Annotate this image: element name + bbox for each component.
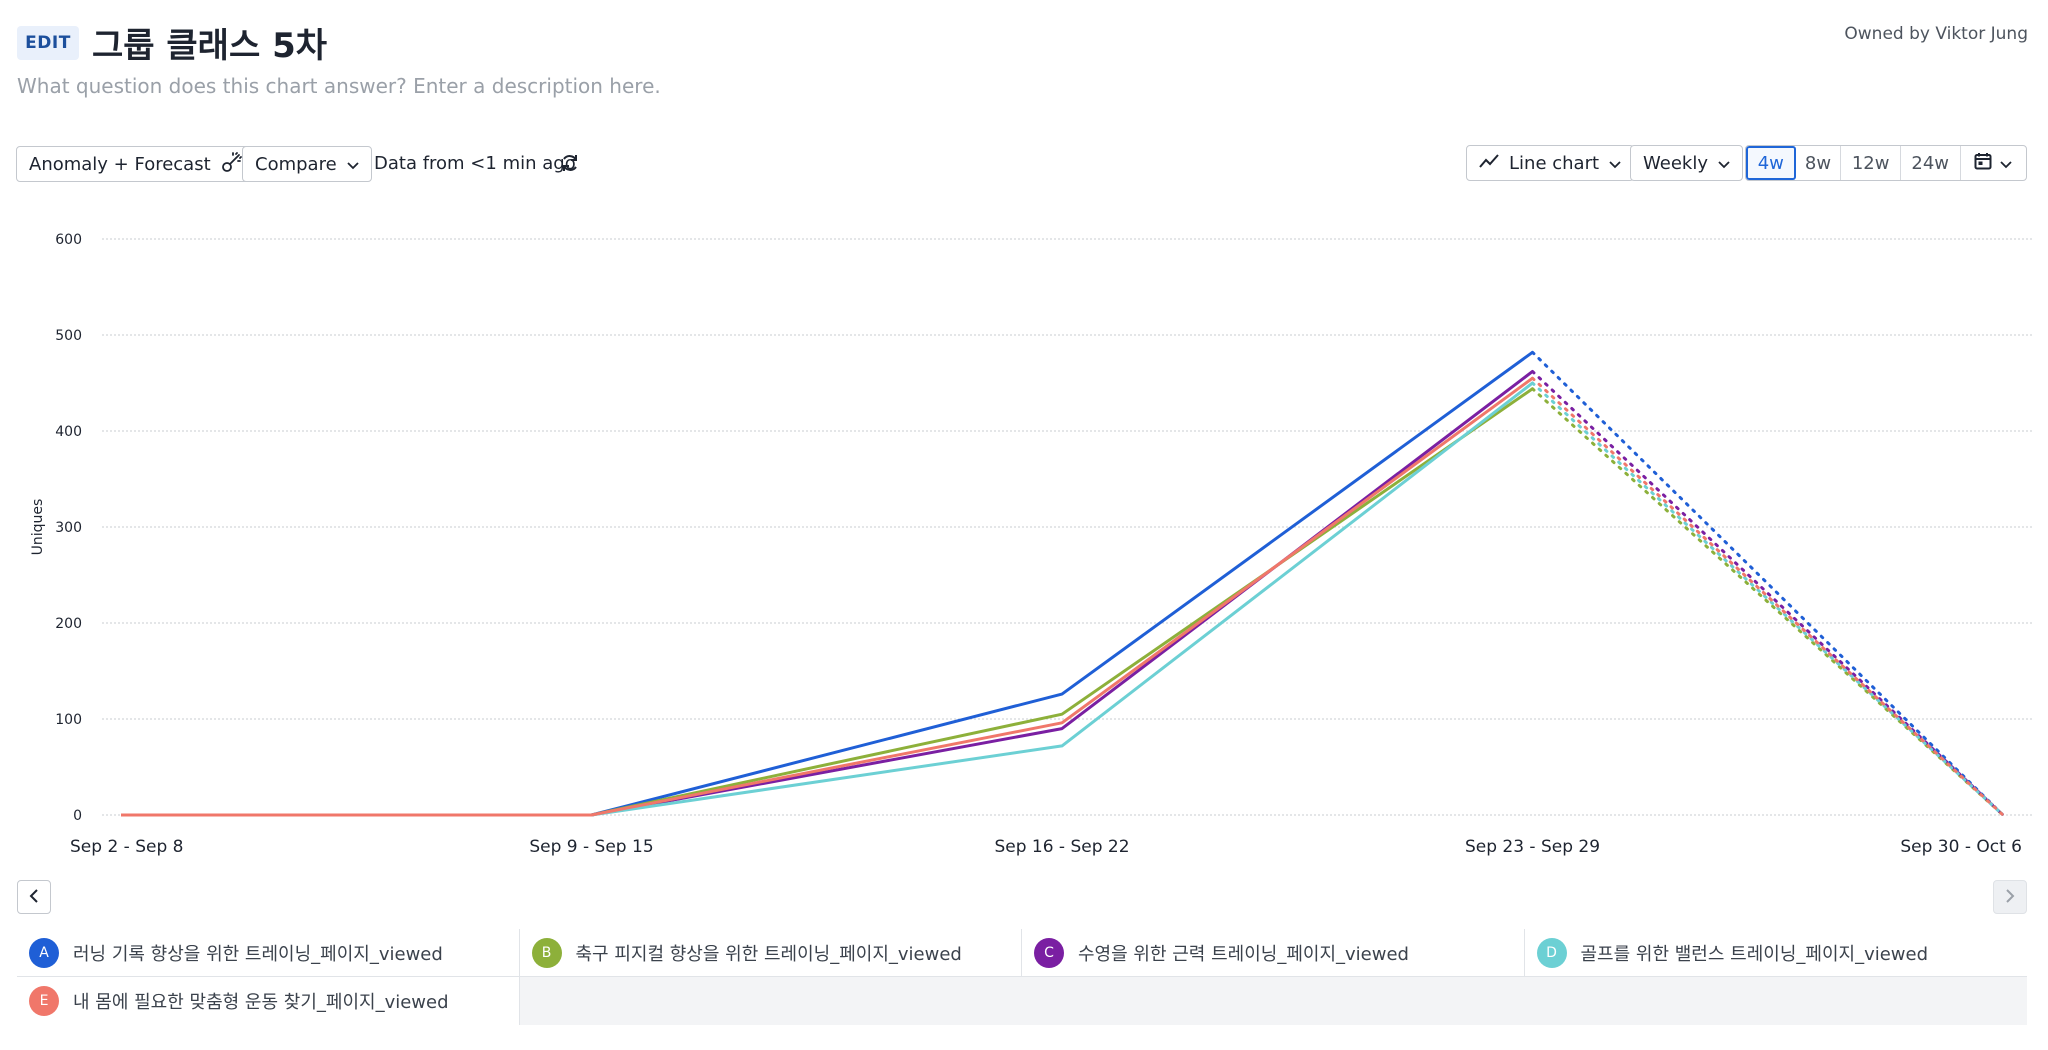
- series-badge: C: [1034, 938, 1064, 968]
- x-tick-label: Sep 16 - Sep 22: [994, 837, 1129, 857]
- y-tick-label: 600: [55, 232, 82, 248]
- chart-type-label: Line chart: [1509, 152, 1600, 174]
- legend-item-e[interactable]: E 내 몸에 필요한 맞춤형 운동 찾기_페이지_viewed: [17, 977, 520, 1025]
- chevron-right-icon: [2005, 888, 2015, 907]
- y-tick-label: 0: [73, 808, 82, 824]
- legend-item-d[interactable]: D 골프를 위한 밸런스 트레이닝_페이지_viewed: [1525, 929, 2028, 977]
- legend-item-b[interactable]: B 축구 피지컬 향상을 위한 트레이닝_페이지_viewed: [520, 929, 1022, 977]
- description-placeholder[interactable]: What question does this chart answer? En…: [17, 74, 661, 98]
- series-line-e: [121, 376, 1534, 817]
- series-line-a: [121, 351, 1534, 817]
- magic-wand-icon: [221, 151, 243, 178]
- data-freshness-label: Data from <1 min ago: [374, 153, 576, 174]
- grid-layer: [102, 238, 2032, 816]
- chevron-down-icon: [1718, 153, 1730, 174]
- forecast-line-d: [1531, 381, 2005, 817]
- x-tick-label: Sep 2 - Sep 8: [70, 837, 183, 857]
- legend-label: 축구 피지컬 향상을 위한 트레이닝_페이지_viewed: [575, 944, 962, 965]
- anomaly-forecast-button[interactable]: Anomaly + Forecast: [16, 146, 256, 182]
- series-badge: E: [29, 986, 59, 1016]
- label-layer: 0 100 200 300 400 500 600 Uniques Sep 2 - Sep 8 S…: [30, 232, 2022, 857]
- interval-label: Weekly: [1643, 152, 1708, 174]
- legend-prev-button[interactable]: [17, 880, 51, 914]
- legend-row: E 내 몸에 필요한 맞춤형 운동 찾기_페이지_viewed: [17, 977, 2027, 1025]
- y-tick-label: 300: [55, 520, 82, 536]
- anomaly-forecast-label: Anomaly + Forecast: [29, 153, 211, 175]
- series-layer: [121, 350, 2005, 817]
- y-tick-label: 200: [55, 616, 82, 632]
- y-axis-label: Uniques: [30, 499, 46, 556]
- series-badge: D: [1536, 938, 1567, 968]
- forecast-line-b: [1531, 387, 2005, 817]
- legend-next-button[interactable]: [1993, 880, 2027, 914]
- compare-button[interactable]: Compare: [242, 146, 372, 182]
- legend-item-c[interactable]: C 수영을 위한 근력 트레이닝_페이지_viewed: [1022, 929, 1525, 977]
- y-tick-label: 100: [55, 712, 82, 728]
- series-line-c: [121, 370, 1534, 817]
- chart-type-dropdown[interactable]: Line chart: [1466, 145, 1635, 181]
- edit-badge[interactable]: EDIT: [17, 26, 79, 60]
- forecast-line-a: [1531, 350, 2005, 817]
- compare-label: Compare: [255, 153, 337, 175]
- range-24w[interactable]: 24w: [1901, 146, 1961, 180]
- legend-item-a[interactable]: A 러닝 기록 향상을 위한 트레이닝_페이지_viewed: [17, 929, 520, 977]
- chevron-down-icon: [2000, 153, 2012, 174]
- series-line-d: [121, 381, 1534, 817]
- chart-title[interactable]: 그룹 클래스 5차: [92, 26, 328, 66]
- y-tick-label: 400: [55, 424, 82, 440]
- forecast-line-e: [1531, 376, 2005, 817]
- x-tick-label: Sep 23 - Sep 29: [1465, 837, 1600, 857]
- calendar-icon: [1974, 152, 1992, 175]
- legend-label: 골프를 위한 밸런스 트레이닝_페이지_viewed: [1580, 944, 1929, 965]
- interval-dropdown[interactable]: Weekly: [1630, 145, 1743, 181]
- legend-filler: [520, 977, 2027, 1025]
- refresh-icon[interactable]: [558, 151, 582, 175]
- line-chart: 0 100 200 300 400 500 600 Uniques Sep 2 - Sep 8 S…: [30, 232, 2032, 857]
- range-12w[interactable]: 12w: [1841, 146, 1901, 180]
- owner-label: Owned by Viktor Jung: [1844, 24, 2028, 44]
- date-range-selector: 4w 8w 12w 24w: [1745, 145, 2027, 181]
- range-4w[interactable]: 4w: [1746, 146, 1796, 180]
- legend: A 러닝 기록 향상을 위한 트레이닝_페이지_viewed B 축구 피지컬 …: [17, 929, 2027, 1025]
- x-tick-label: Sep 9 - Sep 15: [529, 837, 653, 857]
- legend-label: 수영을 위한 근력 트레이닝_페이지_viewed: [1078, 944, 1409, 965]
- chevron-down-icon: [1609, 153, 1621, 174]
- line-chart-icon: [1479, 153, 1499, 174]
- legend-label: 내 몸에 필요한 맞춤형 운동 찾기_페이지_viewed: [73, 992, 449, 1013]
- legend-row: A 러닝 기록 향상을 위한 트레이닝_페이지_viewed B 축구 피지컬 …: [17, 929, 2027, 977]
- chevron-left-icon: [29, 888, 39, 907]
- x-tick-label: Sep 30 - Oct 6: [1900, 837, 2022, 857]
- series-badge: A: [29, 938, 59, 968]
- legend-label: 러닝 기록 향상을 위한 트레이닝_페이지_viewed: [73, 944, 443, 965]
- series-line-b: [121, 387, 1534, 817]
- y-tick-label: 500: [55, 328, 82, 344]
- chevron-down-icon: [347, 154, 359, 175]
- calendar-dropdown[interactable]: [1961, 146, 2027, 180]
- series-badge: B: [531, 938, 562, 968]
- range-8w[interactable]: 8w: [1796, 146, 1842, 180]
